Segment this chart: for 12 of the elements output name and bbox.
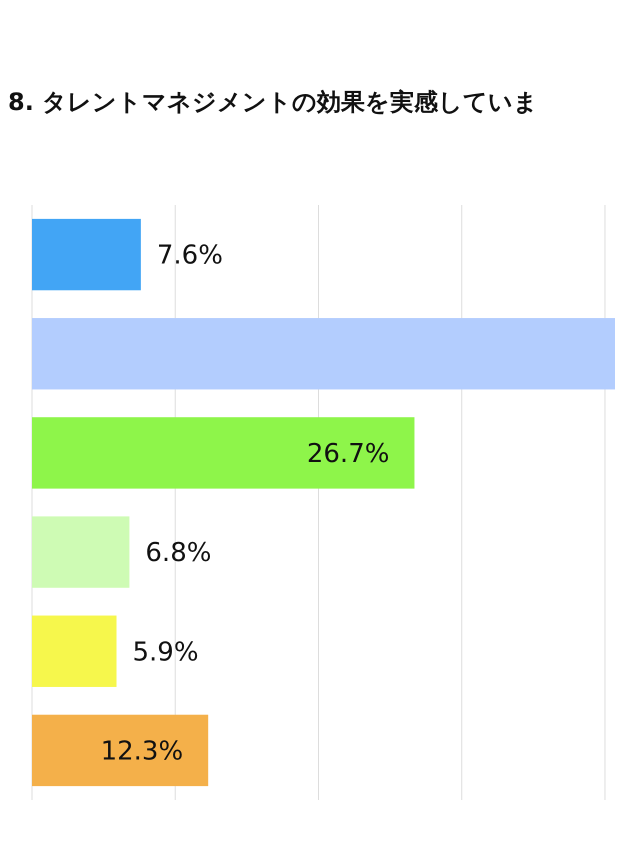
data-label: 6.8% (145, 538, 212, 568)
bar (32, 714, 208, 786)
data-label: 12.3% (100, 736, 184, 766)
chart-title: 8. タレントマネジメントの効果を実感していま (8, 88, 538, 116)
data-label: 5.9% (132, 637, 199, 668)
bar (32, 218, 141, 290)
bar (32, 318, 615, 390)
bar (32, 616, 117, 687)
data-label: 7.6% (156, 240, 223, 271)
bar (32, 417, 414, 489)
bar (32, 516, 130, 588)
data-label: 26.7% (306, 438, 390, 469)
